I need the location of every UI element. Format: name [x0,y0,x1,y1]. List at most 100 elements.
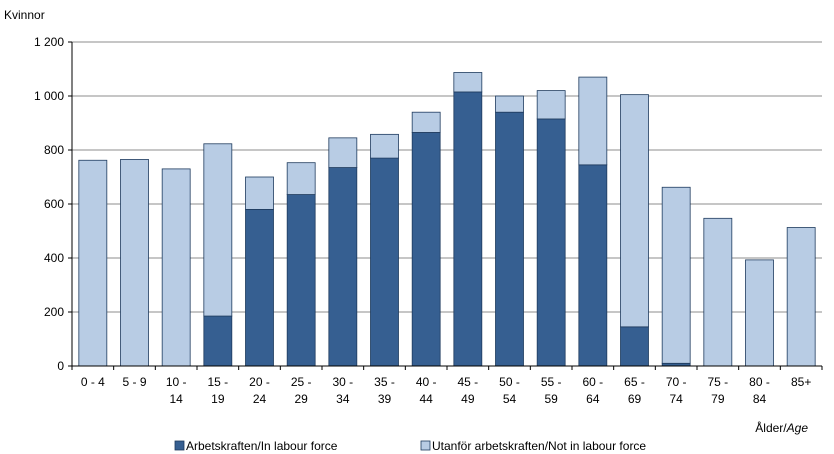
bar-not-in-labour-force [120,159,149,367]
x-tick-label: 5 - 9 [122,375,146,389]
x-axis-title: Ålder/Age [755,420,808,435]
x-axis-title-italic: Age [786,421,809,435]
x-tick-label: 80 - 84 [749,375,770,406]
x-tick-label-line: 55 - [541,375,562,389]
x-tick-label: 25 - 29 [291,375,312,406]
bar-in-labour-force [328,167,358,367]
x-tick-label-line: 74 [669,392,683,406]
x-tick-label: 0 - 4 [81,375,105,389]
y-axis-title: Kvinnor [4,8,45,22]
y-tick-labels: 0 200 400 600 800 1 000 1 200 [34,35,64,373]
legend-label: Arbetskraften/In labour force [186,439,338,453]
x-tick-label: 60 - 64 [582,375,603,406]
x-tick-label-line: 30 - [332,375,353,389]
x-tick-label: 85+ [791,375,811,389]
x-tick-label-line: 5 - 9 [122,375,146,389]
x-tick-label-line: 25 - [291,375,312,389]
legend: Arbetskraften/In labour force Utanför arb… [174,439,646,453]
x-tick-label-line: 85+ [791,375,811,389]
bar-not-in-labour-force [78,159,108,367]
x-tick-label-line: 60 - [582,375,603,389]
bar-not-in-labour-force [328,137,358,168]
y-tick-label: 800 [44,143,64,157]
x-tick-label-line: 40 - [416,375,437,389]
x-tick-label: 50 - 54 [499,375,520,406]
legend-swatch [420,440,431,451]
bar-in-labour-force [578,164,608,367]
bars [78,72,816,367]
x-axis-title-text: Ålder/ [755,420,787,435]
x-tick-label-line: 24 [253,392,267,406]
x-tick-label: 65 - 69 [624,375,645,406]
x-tick-label: 10 - 14 [166,375,187,406]
bar-in-labour-force [411,132,441,367]
x-tick-label: 35 - 39 [374,375,395,406]
bar-in-labour-force [495,111,524,367]
bar-not-in-labour-force [411,111,441,133]
x-tick-label-line: 54 [503,392,517,406]
x-tick-label-line: 19 [211,392,225,406]
x-tick-label-line: 35 - [374,375,395,389]
bar-in-labour-force [453,91,483,367]
bar-not-in-labour-force [286,162,316,195]
x-tick-label: 75 - 79 [707,375,728,406]
x-tick-label-line: 69 [628,392,642,406]
y-tick-label: 200 [44,305,64,319]
bar-in-labour-force [203,315,233,367]
bar-in-labour-force [286,194,316,367]
x-tick-label-line: 65 - [624,375,645,389]
bar-not-in-labour-force [786,227,816,367]
y-tick-label: 1 200 [34,35,64,49]
bar-not-in-labour-force [661,186,691,364]
x-tick-label: 55 - 59 [541,375,562,406]
bar-in-labour-force [370,157,399,367]
y-tick-label: 1 000 [34,89,64,103]
legend-label: Utanför arbetskraften/Not in labour forc… [432,439,646,453]
x-tick-label-line: 49 [461,392,475,406]
bar-in-labour-force [245,208,274,367]
legend-swatch [174,440,185,451]
bar-not-in-labour-force [703,217,733,367]
x-tick-label-line: 39 [378,392,392,406]
bar-not-in-labour-force [245,176,274,210]
x-tick-label-line: 79 [711,392,725,406]
bar-not-in-labour-force [578,76,608,166]
y-tick-label: 600 [44,197,64,211]
x-tick-label-line: 15 - [207,375,228,389]
bar-not-in-labour-force [495,95,524,113]
gridlines [72,41,822,313]
bar-not-in-labour-force [620,94,649,328]
x-tick-label: 45 - 49 [457,375,478,406]
x-tick-label-line: 59 [544,392,558,406]
bar-in-labour-force [620,326,649,367]
x-tick-label-line: 14 [169,392,183,406]
x-tick-label-line: 20 - [249,375,270,389]
x-tick-label-line: 84 [753,392,767,406]
x-tick-label: 30 - 34 [332,375,353,406]
x-tick-label-line: 64 [586,392,600,406]
x-tick-label-line: 10 - [166,375,187,389]
x-tick-labels: 0 - 4 5 - 9 10 - 14 15 - 19 20 - 24 25 - 29 30 - 34… [81,375,812,406]
x-tick-label-line: 45 - [457,375,478,389]
x-tick-label-line: 34 [336,392,350,406]
y-tick-label: 400 [44,251,64,265]
x-tick-label: 70 - 74 [666,375,687,406]
bar-not-in-labour-force [453,72,483,93]
x-tick-label-line: 70 - [666,375,687,389]
x-tick-label: 15 - 19 [207,375,228,406]
x-tick-label-line: 75 - [707,375,728,389]
bar-not-in-labour-force [203,143,233,317]
x-tick-label-line: 0 - 4 [81,375,105,389]
x-tick-label: 40 - 44 [416,375,437,406]
bar-not-in-labour-force [370,133,399,159]
x-tick-label: 20 - 24 [249,375,270,406]
x-tick-label-line: 29 [294,392,308,406]
bar-not-in-labour-force [161,168,191,367]
bar-not-in-labour-force [745,259,774,367]
y-tick-label: 0 [57,359,64,373]
axes [68,41,823,370]
bar-not-in-labour-force [536,90,566,120]
x-tick-label-line: 50 - [499,375,520,389]
